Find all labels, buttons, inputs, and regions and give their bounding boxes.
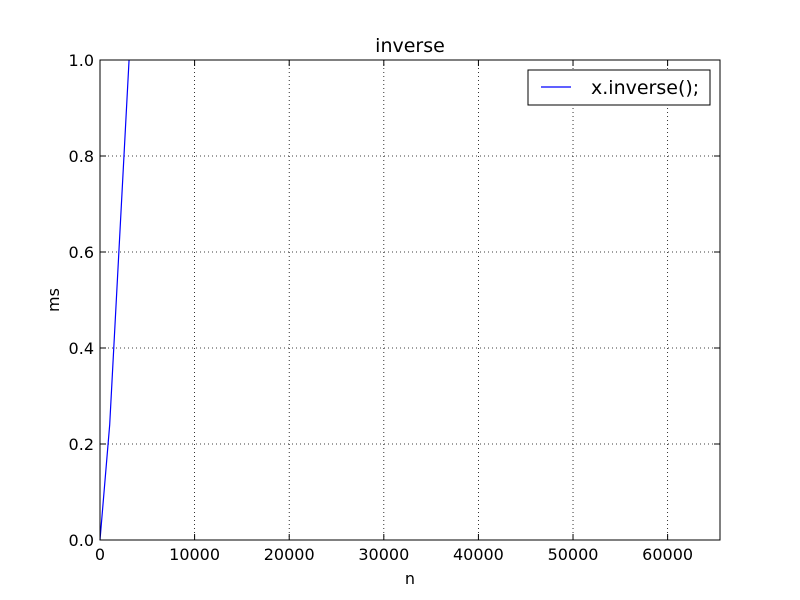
y-tick-label: 0.2 [69, 435, 94, 454]
y-tick-label: 0.4 [69, 339, 94, 358]
x-tick-label: 20000 [264, 545, 315, 564]
chart-title: inverse [375, 35, 445, 57]
x-axis-label: n [405, 569, 415, 588]
y-tick-label: 0.0 [69, 531, 94, 550]
y-tick-label: 1.0 [69, 51, 94, 70]
x-tick-label: 60000 [642, 545, 693, 564]
x-tick-label: 30000 [358, 545, 409, 564]
x-tick-label: 50000 [548, 545, 599, 564]
legend: x.inverse(); [527, 69, 711, 106]
series-line [99, 59, 130, 541]
x-tick-label: 40000 [453, 545, 504, 564]
plot-frame [99, 59, 721, 541]
x-tick-label: 0 [95, 545, 105, 564]
x-tick-label: 10000 [169, 545, 220, 564]
ticks: 0 10000 20000 30000 40000 50000 60000 0.0 0.2 0.4… [69, 51, 720, 564]
legend-entry-label: x.inverse(); [591, 77, 699, 99]
y-tick-label: 0.6 [69, 243, 94, 262]
series-layer [99, 59, 130, 541]
y-axis-label: ms [44, 288, 63, 312]
y-tick-label: 0.8 [69, 147, 94, 166]
